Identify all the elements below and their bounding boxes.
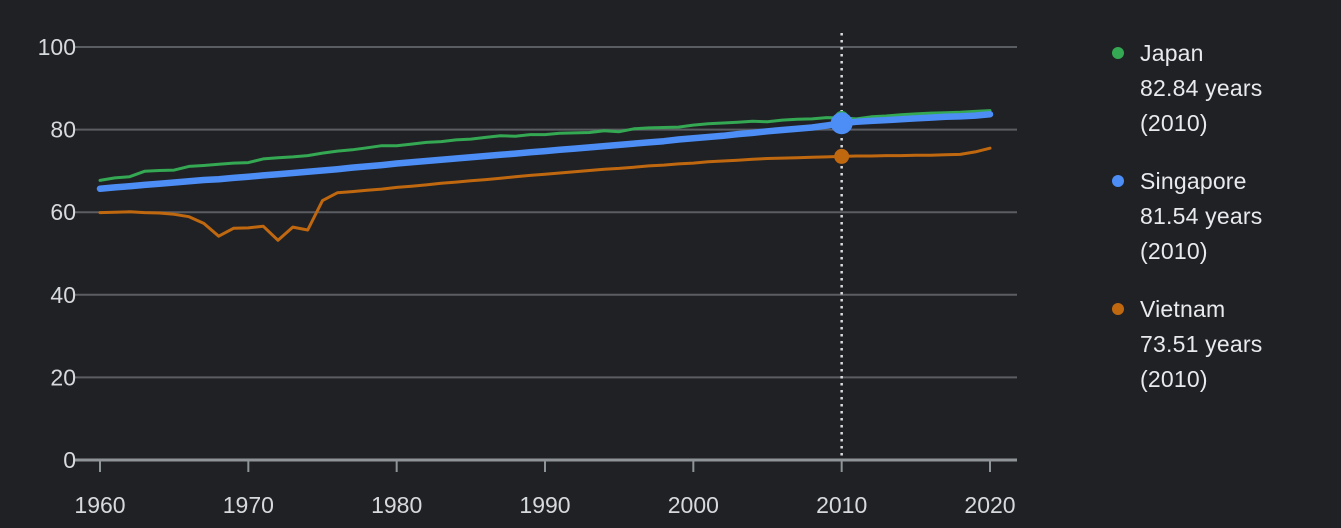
legend-vietnam-year: (2010) bbox=[1140, 366, 1208, 392]
vietnam-series-dot-icon bbox=[1112, 303, 1124, 315]
legend-japan-year: (2010) bbox=[1140, 110, 1208, 136]
x-tick-label-2000: 2000 bbox=[668, 492, 719, 518]
legend-entry-vietnam: Vietnam 73.51 years (2010) bbox=[1112, 292, 1337, 397]
singapore-series-dot-icon bbox=[1112, 175, 1124, 187]
x-tick-label-1990: 1990 bbox=[519, 492, 570, 518]
legend-entry-japan: Japan 82.84 years (2010) bbox=[1112, 36, 1337, 141]
x-tick-label-1980: 1980 bbox=[371, 492, 422, 518]
y-tick-label-60: 60 bbox=[50, 199, 76, 225]
legend-singapore-name: Singapore bbox=[1140, 168, 1247, 194]
x-tick-label-2020: 2020 bbox=[964, 492, 1015, 518]
highlight-dot-vietnam bbox=[834, 148, 850, 164]
chart-legend: Japan 82.84 years (2010) Singapore 81.54… bbox=[1112, 36, 1337, 420]
legend-singapore-value: 81.54 years bbox=[1140, 203, 1263, 229]
series-line-singapore bbox=[96, 111, 994, 192]
y-tick-label-100: 100 bbox=[38, 34, 76, 60]
legend-japan-name: Japan bbox=[1140, 40, 1204, 66]
japan-series-dot-icon bbox=[1112, 47, 1124, 59]
legend-vietnam-value: 73.51 years bbox=[1140, 331, 1263, 357]
x-tick-label-1960: 1960 bbox=[74, 492, 125, 518]
legend-entry-singapore: Singapore 81.54 years (2010) bbox=[1112, 164, 1337, 269]
legend-japan-value: 82.84 years bbox=[1140, 75, 1263, 101]
highlight-dot-singapore bbox=[830, 112, 853, 135]
legend-vietnam-name: Vietnam bbox=[1140, 296, 1226, 322]
y-tick-label-0: 0 bbox=[63, 447, 76, 473]
y-tick-label-20: 20 bbox=[50, 364, 76, 390]
legend-singapore-year: (2010) bbox=[1140, 238, 1208, 264]
x-tick-label-1970: 1970 bbox=[223, 492, 274, 518]
y-tick-label-80: 80 bbox=[50, 117, 76, 143]
x-tick-label-2010: 2010 bbox=[816, 492, 867, 518]
y-tick-label-40: 40 bbox=[50, 282, 76, 308]
